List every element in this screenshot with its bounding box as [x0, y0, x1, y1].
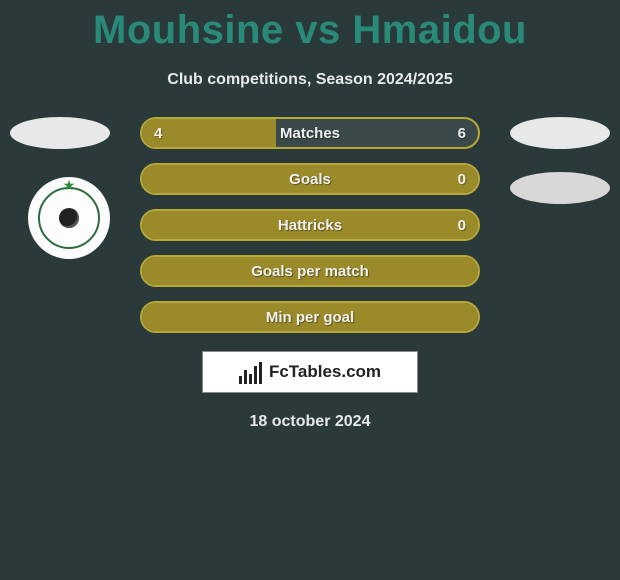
crest-star-icon: ★	[63, 177, 76, 194]
subtitle: Club competitions, Season 2024/2025	[0, 71, 620, 89]
comparison-content: ★ 4Matches6Goals0Hattricks0Goals per mat…	[0, 117, 620, 431]
stat-right-value: 0	[458, 217, 466, 234]
stat-bar: Goals0	[140, 163, 480, 195]
crest-ball-icon	[59, 208, 79, 228]
brand-box[interactable]: FcTables.com	[202, 351, 418, 393]
stat-bar: Min per goal	[140, 301, 480, 333]
player-left-badge	[10, 117, 110, 149]
stat-bar: Hattricks0	[140, 209, 480, 241]
stat-bars: 4Matches6Goals0Hattricks0Goals per match…	[140, 117, 480, 333]
stat-label: Goals per match	[142, 263, 478, 280]
club-crest-left: ★	[28, 177, 110, 259]
stat-right-value: 0	[458, 171, 466, 188]
stat-label: Hattricks	[142, 217, 478, 234]
stat-label: Min per goal	[142, 309, 478, 326]
date-label: 18 october 2024	[0, 413, 620, 431]
crest-ring: ★	[38, 187, 100, 249]
player-right-badge	[510, 117, 610, 149]
brand-chart-icon	[239, 360, 263, 384]
stat-bar: 4Matches6	[140, 117, 480, 149]
stat-label: Matches	[142, 125, 478, 142]
stat-bar: Goals per match	[140, 255, 480, 287]
stat-right-value: 6	[458, 125, 466, 142]
brand-text: FcTables.com	[269, 362, 381, 382]
stat-label: Goals	[142, 171, 478, 188]
page-title: Mouhsine vs Hmaidou	[0, 0, 620, 53]
player-right-badge-2	[510, 172, 610, 204]
